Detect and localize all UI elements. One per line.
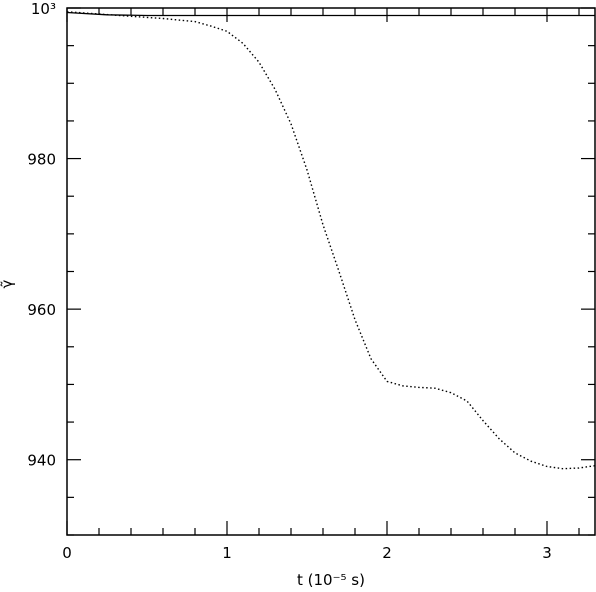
tick-labels: 0 1 2 3 940 960 980 10³ — [27, 0, 551, 562]
y-axis-label: γ̃ — [0, 279, 16, 288]
plot-frame — [66, 7, 596, 536]
series-line-dotted — [66, 11, 596, 470]
x-tick-label: 2 — [382, 544, 392, 562]
axis-ticks — [66, 7, 595, 536]
x-tick-label: 0 — [62, 544, 72, 562]
y-tick-label: 940 — [27, 452, 56, 470]
y-tick-label: 980 — [27, 151, 56, 169]
series-line-solid — [66, 11, 595, 17]
x-tick-label: 3 — [542, 544, 552, 562]
y-tick-label: 960 — [27, 301, 56, 319]
y-tick-label: 10³ — [31, 0, 56, 18]
x-axis-label: t (10⁻⁵ s) — [297, 571, 365, 589]
series-group — [66, 11, 596, 470]
x-tick-label: 1 — [222, 544, 232, 562]
